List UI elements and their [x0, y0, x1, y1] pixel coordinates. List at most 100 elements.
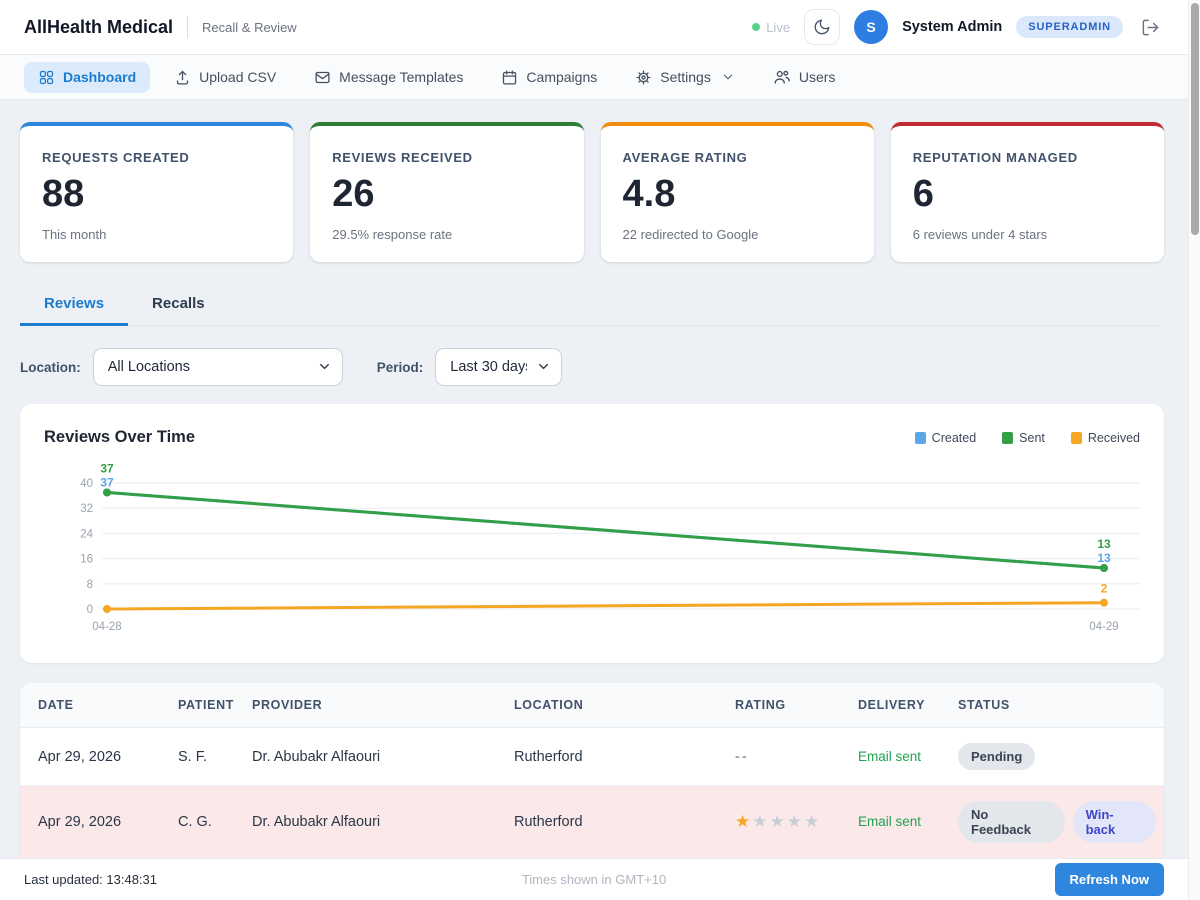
cell-patient: C. G. [160, 785, 234, 858]
dark-mode-toggle[interactable] [804, 9, 841, 45]
refresh-now-button[interactable]: Refresh Now [1054, 863, 1164, 896]
scrollbar-track[interactable] [1188, 0, 1200, 900]
cell-status: No Feedback Win-back [940, 785, 1164, 858]
table-row[interactable]: Apr 29, 2026 S. F. Dr. Abubakr Alfaouri Rut… [20, 727, 1164, 786]
stat-subtitle: 22 redirected to Google [622, 227, 759, 242]
logout-button[interactable] [1137, 14, 1164, 41]
cell-delivery: Email sent [840, 785, 940, 858]
cell-date: Apr 29, 2026 [20, 727, 160, 786]
stat-card: AVERAGE RATING 4.8 22 redirected to Goog… [600, 122, 874, 262]
stat-card: REVIEWS RECEIVED 26 29.5% response rate [310, 122, 584, 262]
calendar-icon [501, 69, 518, 86]
column-header-provider: PROVIDER [234, 683, 496, 728]
status-badge: Pending [958, 743, 1036, 770]
cell-patient: S. F. [160, 727, 234, 786]
reviews-table: DATE PATIENT PROVIDER LOCATION RATING DELIVER… [20, 683, 1164, 858]
table-header-row: DATE PATIENT PROVIDER LOCATION RATING DELIVER… [20, 683, 1164, 728]
nav-item-upload-csv[interactable]: Upload CSV [160, 62, 290, 93]
svg-text:37: 37 [100, 461, 114, 475]
stat-value: 6 [912, 173, 934, 215]
last-updated: Last updated: 13:48:31 [24, 872, 158, 887]
grid-icon [38, 69, 55, 86]
tab-recalls[interactable]: Recalls [128, 295, 229, 325]
column-header-patient: PATIENT [160, 683, 234, 728]
svg-text:04-29: 04-29 [1089, 621, 1118, 633]
cell-date: Apr 29, 2026 [20, 785, 160, 858]
svg-text:0: 0 [87, 604, 93, 616]
chevron-down-icon [721, 70, 735, 84]
legend-item: Created [914, 431, 976, 445]
reviews-table-card: DATE PATIENT PROVIDER LOCATION RATING DELIVER… [20, 683, 1164, 858]
legend-swatch-icon [1070, 431, 1082, 444]
tab-bar: Reviews Recalls [20, 295, 1164, 326]
status-bar: Times shown in GMT+10 Last updated: 13:4… [0, 858, 1188, 900]
table-body: Apr 29, 2026 S. F. Dr. Abubakr Alfaouri Rut… [20, 727, 1164, 858]
main-nav: Dashboard Upload CSV Message Templates C… [0, 55, 1188, 100]
nav-item-users[interactable]: Users [759, 61, 850, 93]
stat-value: 88 [42, 173, 85, 215]
svg-text:16: 16 [80, 554, 93, 566]
stat-card: REQUESTS CREATED 88 This month [20, 122, 294, 262]
legend-swatch-icon [914, 431, 926, 444]
reviews-chart-card: Reviews Over Time Created Sent Received … [20, 404, 1164, 663]
avatar[interactable]: S [854, 10, 889, 44]
status-badge: Win-back [1072, 801, 1156, 843]
table-row[interactable]: Apr 29, 2026 C. G. Dr. Abubakr Alfaouri Rut… [20, 785, 1164, 858]
stat-subtitle: 6 reviews under 4 stars [912, 227, 1048, 242]
scrollbar-thumb[interactable] [1191, 3, 1199, 235]
column-header-date: DATE [20, 683, 160, 728]
column-header-status: STATUS [940, 683, 1164, 728]
nav-item-dashboard[interactable]: Dashboard [24, 61, 151, 93]
chart-legend: Created Sent Received [914, 431, 1140, 445]
timezone-note: Times shown in GMT+10 [521, 872, 667, 887]
stat-title: REQUESTS CREATED [42, 150, 190, 165]
envelope-icon [314, 69, 331, 86]
location-label: Location: [20, 359, 81, 375]
cell-rating: ★★★★★ [717, 785, 840, 858]
stat-subtitle: 29.5% response rate [332, 227, 453, 242]
svg-text:13: 13 [1097, 551, 1111, 565]
rating-empty: -- [735, 748, 749, 765]
svg-text:04-28: 04-28 [92, 621, 121, 633]
svg-text:2: 2 [1101, 582, 1108, 596]
rating-stars: ★★★★★ [735, 812, 821, 831]
period-label: Period: [376, 359, 424, 375]
star-icon: ★ [804, 812, 822, 831]
stat-value: 4.8 [622, 173, 676, 215]
app-title: AllHealth Medical [24, 16, 174, 37]
star-icon: ★ [735, 812, 753, 831]
cell-provider: Dr. Abubakr Alfaouri [234, 727, 496, 786]
nav-item-settings[interactable]: Settings [621, 62, 749, 93]
location-select[interactable]: All Locations [92, 348, 343, 386]
cell-delivery: Email sent [840, 727, 940, 786]
moon-icon [813, 18, 831, 36]
breadcrumb: Recall & Review [202, 19, 297, 35]
delivery-status: Email sent [858, 814, 922, 829]
app-header: AllHealth Medical Recall & Review Live S… [0, 0, 1188, 55]
logout-icon [1141, 18, 1160, 37]
column-header-delivery: DELIVERY [840, 683, 940, 728]
upload-icon [174, 69, 191, 86]
svg-text:40: 40 [80, 478, 93, 490]
star-icon: ★ [786, 812, 804, 831]
stat-cards: REQUESTS CREATED 88 This month REVIEWS R… [20, 122, 1164, 262]
column-header-location: LOCATION [496, 683, 717, 728]
svg-text:37: 37 [100, 475, 114, 489]
period-select[interactable]: Last 30 days [435, 348, 563, 386]
status-badge: No Feedback [958, 801, 1065, 843]
stat-title: AVERAGE RATING [622, 150, 748, 165]
stat-card: REPUTATION MANAGED 6 6 reviews under 4 s… [890, 122, 1164, 262]
nav-item-message-templates[interactable]: Message Templates [300, 62, 477, 93]
role-badge: SUPERADMIN [1016, 16, 1123, 38]
filter-bar: Location: All Locations Period: Last 30 … [20, 348, 1164, 386]
live-label: Live [766, 19, 791, 35]
stat-value: 26 [332, 173, 375, 215]
cell-status: Pending [940, 727, 1164, 786]
svg-text:32: 32 [80, 503, 93, 515]
legend-item: Received [1070, 431, 1140, 445]
nav-item-campaigns[interactable]: Campaigns [487, 62, 611, 93]
svg-text:13: 13 [1097, 537, 1111, 551]
live-dot-icon [752, 23, 761, 31]
tab-reviews[interactable]: Reviews [20, 295, 129, 326]
header-divider [187, 16, 189, 38]
